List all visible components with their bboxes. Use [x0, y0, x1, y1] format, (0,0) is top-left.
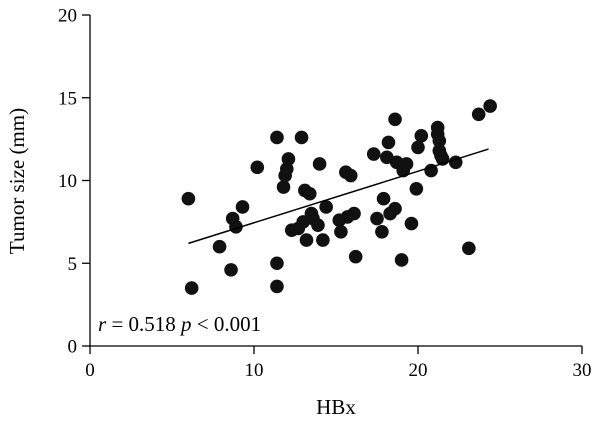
data-point: [424, 163, 438, 178]
data-point: [343, 168, 358, 183]
data-point: [376, 191, 391, 206]
data-point: [471, 107, 486, 122]
data-point: [212, 239, 227, 254]
data-point: [181, 191, 196, 206]
y-tick-label: 15: [58, 88, 77, 109]
data-point: [366, 147, 381, 161]
data-point: [270, 279, 284, 294]
data-point: [319, 200, 333, 214]
data-point: [381, 135, 396, 150]
p-symbol: p: [179, 312, 192, 336]
correlation-annotation: r = 0.518 p < 0.001: [98, 312, 261, 336]
data-point: [414, 129, 429, 143]
data-point: [276, 180, 291, 194]
data-point: [302, 186, 317, 201]
data-point: [312, 157, 327, 171]
y-axis-title: Tumor size (mm): [5, 108, 29, 254]
data-point: [411, 140, 425, 155]
y-axis-ticks: 0 5 10 15 20: [58, 6, 90, 358]
x-tick-label: 20: [409, 360, 428, 381]
data-point: [347, 206, 361, 221]
r-symbol: r: [98, 312, 107, 336]
data-point: [224, 263, 238, 277]
data-point: [483, 99, 497, 113]
x-tick-label: 0: [85, 360, 95, 381]
r-value: = 0.518: [106, 312, 181, 336]
data-point: [184, 281, 199, 295]
p-value: < 0.001: [192, 312, 262, 336]
data-point: [388, 201, 402, 216]
y-tick-label: 0: [68, 337, 78, 358]
y-tick-label: 20: [58, 6, 77, 27]
data-point: [281, 152, 296, 166]
data-point: [316, 233, 330, 247]
data-point: [388, 112, 402, 127]
x-tick-label: 10: [245, 360, 264, 381]
data-points: [181, 99, 497, 295]
x-tick-label: 30: [573, 360, 592, 381]
y-tick-label: 5: [68, 254, 78, 275]
data-point: [270, 256, 284, 271]
data-point: [404, 216, 419, 231]
data-point: [299, 233, 314, 247]
data-point: [334, 225, 348, 239]
data-point: [370, 211, 384, 226]
data-point: [409, 181, 424, 196]
data-point: [235, 200, 250, 214]
data-point: [375, 225, 389, 239]
data-point: [394, 253, 409, 267]
y-tick-label: 10: [58, 171, 77, 192]
trend-line: [188, 148, 489, 245]
data-point: [432, 133, 447, 148]
data-point: [311, 218, 325, 232]
x-axis-title: HBx: [316, 395, 356, 419]
data-point: [250, 160, 265, 175]
data-point: [348, 249, 363, 264]
x-axis-ticks: 0 10 20 30: [85, 346, 592, 381]
data-point: [462, 241, 476, 256]
axes: [89, 15, 582, 347]
data-point: [294, 130, 309, 145]
data-point: [270, 130, 284, 145]
data-point: [399, 157, 414, 171]
